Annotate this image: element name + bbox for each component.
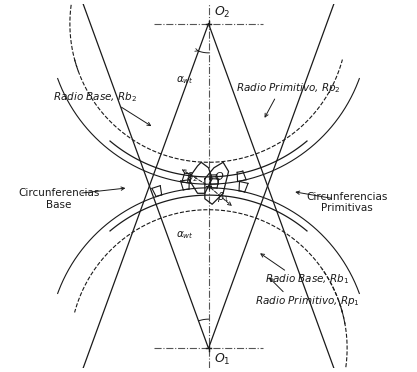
Text: Circunferencias
Primitivas: Circunferencias Primitivas [306, 192, 388, 213]
Text: $O_1$: $O_1$ [214, 352, 231, 367]
Text: $O_2$: $O_2$ [214, 5, 231, 20]
Text: Radio Base, $Rb_1$: Radio Base, $Rb_1$ [265, 272, 349, 286]
Text: $\alpha_{wt}$: $\alpha_{wt}$ [176, 74, 194, 86]
Text: $\alpha_{wt}$: $\alpha_{wt}$ [176, 230, 194, 241]
Text: $\beta_1$: $\beta_1$ [217, 190, 229, 204]
Text: Radio Base, $Rb_2$: Radio Base, $Rb_2$ [53, 90, 138, 103]
Text: $O$: $O$ [214, 170, 224, 182]
Text: $\beta_2$: $\beta_2$ [186, 170, 198, 184]
Text: Radio Primitivo, $Rp_1$: Radio Primitivo, $Rp_1$ [254, 294, 359, 308]
Text: Radio Primitivo, $Rp_2$: Radio Primitivo, $Rp_2$ [236, 80, 341, 94]
Text: Circunferencias
Base: Circunferencias Base [18, 188, 100, 209]
